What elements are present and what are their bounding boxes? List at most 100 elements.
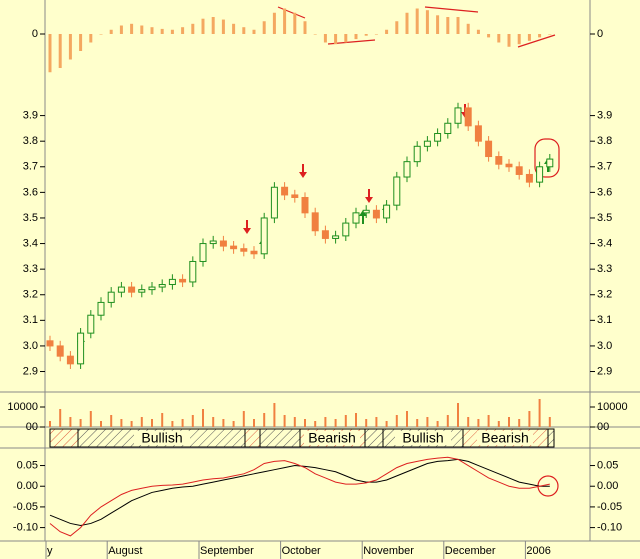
y-tick-label-right: 3.8 — [597, 135, 612, 147]
candle-body — [362, 209, 370, 214]
y-tick-label-right: 10000 — [597, 401, 628, 413]
bar — [69, 417, 72, 427]
y-tick-label: 0 — [32, 28, 38, 40]
x-tick-label: October — [282, 545, 321, 557]
bar — [89, 411, 92, 427]
bar — [293, 12, 297, 34]
y-tick-label-right: 00 — [597, 421, 609, 433]
bar — [446, 415, 449, 427]
bar — [283, 415, 286, 427]
y-tick-label: 3.3 — [23, 263, 38, 275]
candle-body — [138, 289, 146, 293]
bar — [48, 34, 52, 73]
oscillator-line — [49, 456, 550, 537]
y-tick-label: 3.1 — [23, 314, 38, 326]
bar — [375, 417, 378, 427]
bar — [507, 34, 511, 47]
bar — [303, 21, 307, 34]
candle-body — [332, 235, 340, 239]
bar — [527, 34, 531, 41]
bar — [313, 34, 317, 35]
bar — [252, 29, 256, 34]
bar — [151, 419, 153, 427]
candle-body — [240, 248, 248, 252]
y-tick-label-right: 3.3 — [597, 263, 612, 275]
bar — [334, 419, 337, 427]
regime-label: Bullish — [141, 430, 182, 446]
bar — [548, 34, 552, 35]
y-tick-label-right: 3.6 — [597, 186, 612, 198]
y-tick-label: 00 — [26, 421, 38, 433]
bar — [425, 10, 429, 34]
bar — [374, 34, 378, 35]
candle-body — [77, 332, 85, 365]
bar — [426, 417, 429, 427]
bar — [355, 413, 357, 427]
candle-body — [148, 286, 156, 291]
candle-body — [434, 133, 442, 142]
y-tick-label: -0.10 — [13, 521, 38, 533]
y-tick-label: 3.0 — [23, 340, 38, 352]
candle-body — [403, 161, 411, 178]
candle-body — [168, 278, 176, 286]
bar — [130, 421, 133, 427]
bar — [415, 8, 419, 34]
bar — [191, 23, 195, 34]
annotations — [277, 6, 560, 497]
bar — [293, 417, 296, 427]
candle-body — [505, 163, 513, 168]
y-tick-label: 0.05 — [17, 459, 38, 471]
candle-body — [270, 186, 278, 219]
candle-body — [413, 145, 421, 163]
bar — [263, 413, 266, 427]
bar — [140, 417, 143, 427]
y-tick-label-right: 3.9 — [597, 109, 612, 121]
bar — [109, 29, 113, 34]
bar — [304, 419, 306, 427]
candle-body — [383, 204, 391, 219]
candle-body — [189, 260, 197, 283]
bar — [456, 17, 460, 34]
candle-body — [209, 240, 217, 245]
bar — [517, 34, 521, 45]
y-tick-label: 3.7 — [23, 161, 38, 173]
y-tick-label: 3.9 — [23, 109, 38, 121]
bar — [262, 21, 266, 34]
bar — [324, 417, 327, 427]
bar — [497, 421, 500, 427]
candle-body — [179, 278, 187, 283]
regime-label: Bearish — [308, 430, 355, 446]
bar — [385, 29, 389, 34]
candle-body — [219, 240, 227, 247]
bar — [59, 409, 62, 427]
bar — [476, 29, 480, 34]
bar — [181, 27, 185, 34]
candle-body — [87, 314, 95, 334]
candle-body — [291, 194, 299, 198]
bar — [79, 419, 82, 427]
panel-frames — [0, 0, 640, 542]
bar — [344, 415, 347, 427]
bar — [365, 419, 368, 427]
y-tick-label-right: 0 — [597, 28, 603, 40]
candle-body — [464, 107, 472, 127]
candle-body — [454, 107, 462, 124]
bar — [457, 403, 459, 427]
y-tick-label: 3.2 — [23, 289, 38, 301]
bar — [548, 417, 551, 427]
bar — [273, 403, 276, 427]
candle-body — [158, 284, 166, 288]
candle-body — [230, 245, 238, 250]
y-tick-label-right: -0.05 — [597, 501, 622, 513]
bar — [222, 419, 225, 427]
bar — [171, 421, 174, 427]
candle-body — [485, 140, 493, 158]
bar — [99, 34, 103, 35]
bar — [140, 25, 144, 34]
bar — [181, 419, 184, 427]
bar — [49, 421, 51, 427]
bar — [497, 34, 501, 43]
bar — [100, 421, 102, 427]
candle-body — [444, 122, 452, 135]
bar — [344, 34, 348, 43]
